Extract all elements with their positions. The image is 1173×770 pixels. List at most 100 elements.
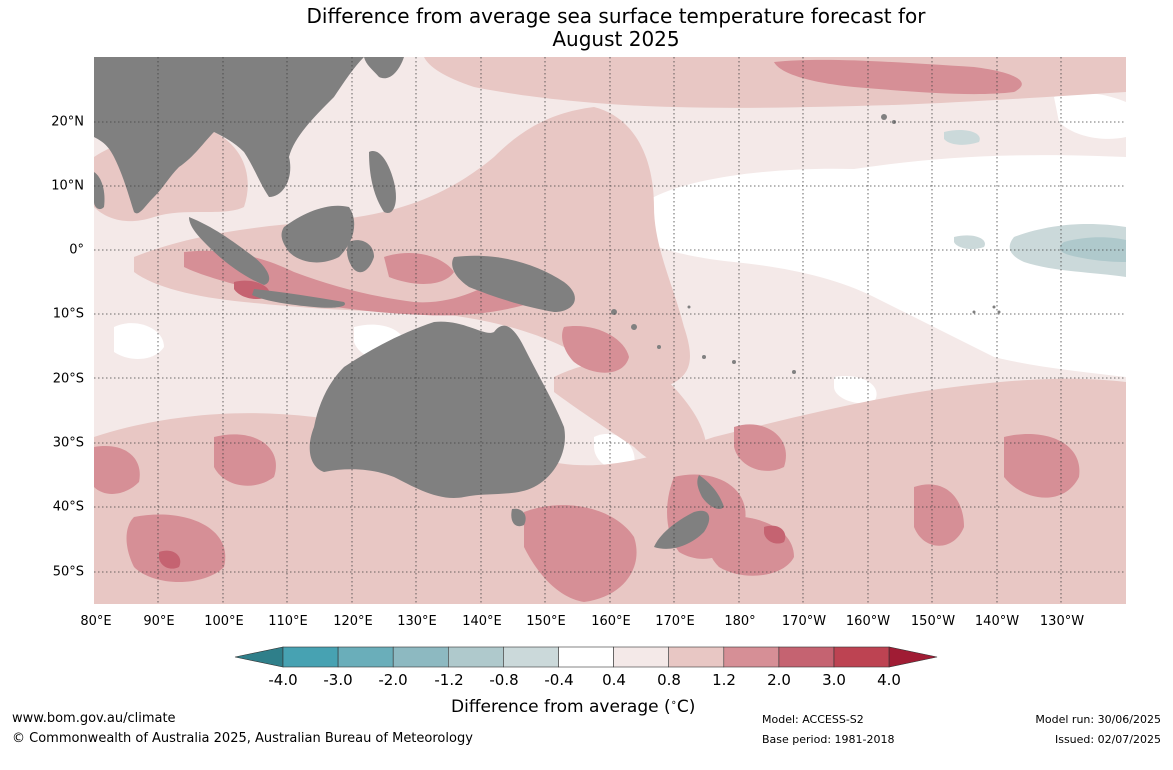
colorbar-label-unit: C) [676, 697, 696, 717]
anomaly-neutral-central-pacific [630, 155, 1126, 377]
lon-label-100e: 100°E [204, 614, 244, 629]
colorbar-tick: 2.0 [767, 671, 791, 689]
anomaly-band-12-20-south-pacific-1 [734, 424, 786, 471]
footer-base-period: Base period: 1981-2018 [762, 733, 895, 746]
colorbar-label: Difference from average (∘C) [451, 697, 695, 717]
lat-label-50s: 50°S [52, 564, 84, 580]
lat-label-40s: 40°S [52, 499, 84, 515]
lat-label-20n: 20°N [51, 114, 84, 130]
anomaly-neutral-patch-1 [114, 323, 164, 359]
lon-label-90e: 90°E [143, 614, 175, 629]
footer-issued: Issued: 02/07/2025 [1054, 733, 1161, 746]
land-sumatra [189, 217, 270, 285]
lat-label-20s: 20°S [52, 371, 84, 387]
colorbar-extend-low [234, 646, 284, 668]
lon-label-140w: 140°W [974, 614, 1020, 629]
anomaly-band-12-20-south-indian-2 [214, 434, 276, 486]
colorbar-segment [668, 646, 725, 668]
land-new-zealand-north [697, 475, 724, 509]
colorbar [234, 646, 938, 668]
colorbar-tick: -3.0 [323, 671, 353, 689]
land-tasmania [511, 508, 526, 527]
lon-label-120e: 120°E [333, 614, 373, 629]
land-new-zealand-south [654, 510, 710, 549]
lon-label-170e: 170°E [655, 614, 695, 629]
lon-label-130e: 130°E [397, 614, 437, 629]
colorbar-segment [723, 646, 780, 668]
lon-label-170w: 170°W [781, 614, 827, 629]
land-new-guinea [452, 255, 575, 312]
title-line-1: Difference from average sea surface temp… [306, 4, 926, 28]
land-india-tip [94, 172, 105, 210]
footer-model-run: Model run: 30/06/2025 [1035, 713, 1161, 726]
colorbar-tick: -0.4 [544, 671, 574, 689]
lon-label-160w: 160°W [845, 614, 891, 629]
colorbar-segment [503, 646, 559, 668]
lon-label-160e: 160°E [591, 614, 631, 629]
lat-label-0: 0° [69, 242, 84, 258]
lat-label-10n: 10°N [51, 178, 84, 194]
anomaly-band-12-20-south-pacific-3 [1004, 433, 1080, 498]
lon-label-110e: 110°E [268, 614, 308, 629]
colorbar-tick: 3.0 [822, 671, 846, 689]
colorbar-label-degree: ∘ [670, 697, 677, 709]
colorbar-label-text: Difference from average ( [451, 697, 671, 717]
colorbar-tick: -0.8 [489, 671, 519, 689]
graticule [94, 57, 1126, 604]
colorbar-tick: -2.0 [378, 671, 408, 689]
map-canvas [94, 57, 1126, 604]
land-java [252, 289, 345, 308]
anomaly-cool-dateline [954, 235, 985, 250]
anomaly-band-12-20-indonesia [184, 250, 537, 316]
colorbar-segments [234, 646, 938, 668]
lon-label-150e: 150°E [526, 614, 566, 629]
lat-label-10s: 10°S [52, 306, 84, 322]
map-title: Difference from average sea surface temp… [0, 5, 1173, 51]
lon-label-180: 180° [724, 614, 756, 629]
anomaly-band-12-20-south-indian-1 [94, 446, 140, 494]
lon-label-150w: 150°W [910, 614, 956, 629]
anomaly-band-20-30-tasman [764, 525, 786, 544]
anomaly-band-12-20-southwest [126, 514, 226, 582]
colorbar-tick: 1.2 [712, 671, 736, 689]
sst-anomaly-map [94, 57, 1126, 604]
anomaly-neutral-patch-6 [834, 376, 877, 404]
anomaly-cool-equatorial-core [1059, 237, 1126, 262]
lon-label-140e: 140°E [462, 614, 502, 629]
title-line-2: August 2025 [552, 27, 680, 51]
footer-website[interactable]: www.bom.gov.au/climate [12, 711, 176, 726]
footer-model: Model: ACCESS-S2 [762, 713, 864, 726]
land-borneo [281, 205, 355, 263]
land-australia [309, 321, 565, 498]
anomaly-band-08-12-tasman [554, 362, 707, 471]
colorbar-segment [337, 646, 394, 668]
colorbar-segment [613, 646, 670, 668]
anomaly-cool-north [944, 130, 980, 145]
colorbar-segment [833, 646, 890, 668]
colorbar-segment [282, 646, 339, 668]
lon-label-80e: 80°E [80, 614, 112, 629]
anomaly-band-12-20-coral-sea [562, 326, 629, 373]
anomaly-band-12-20-southern-aus [524, 505, 637, 602]
lon-label-130w: 130°W [1039, 614, 1085, 629]
anomaly-neutral-patch-7 [1054, 92, 1126, 139]
footer-copyright: © Commonwealth of Australia 2025, Austra… [12, 731, 473, 746]
colorbar-tick: -1.2 [434, 671, 464, 689]
anomaly-neutral-patch-4 [594, 433, 635, 471]
anomaly-band-12-20-png [384, 252, 454, 284]
colorbar-tick: 0.4 [602, 671, 626, 689]
anomaly-band-12-20-north-pacific [774, 59, 1022, 95]
anomaly-band-20-30-sw [159, 550, 181, 569]
land-asia [94, 57, 364, 214]
colorbar-tick: 0.8 [657, 671, 681, 689]
anomaly-band-12-20-south-pacific-2 [914, 484, 964, 546]
colorbar-tick: 4.0 [877, 671, 901, 689]
land-philippines [369, 151, 396, 213]
colorbar-segment [558, 646, 614, 668]
colorbar-extend-high [888, 646, 938, 668]
land-sulawesi [347, 240, 374, 273]
colorbar-segment [448, 646, 504, 668]
land-taiwan-japan [364, 57, 404, 79]
colorbar-segment [392, 646, 449, 668]
lat-label-30s: 30°S [52, 435, 84, 451]
